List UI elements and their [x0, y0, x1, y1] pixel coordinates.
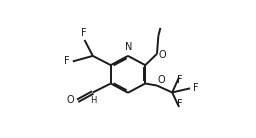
Text: F: F: [81, 28, 87, 38]
Text: F: F: [177, 75, 182, 85]
Text: F: F: [193, 83, 198, 93]
Text: H: H: [90, 96, 97, 105]
Text: N: N: [125, 42, 132, 52]
Text: F: F: [64, 56, 69, 66]
Text: F: F: [177, 99, 182, 109]
Text: O: O: [158, 75, 165, 85]
Text: O: O: [67, 95, 74, 105]
Text: O: O: [158, 50, 166, 59]
